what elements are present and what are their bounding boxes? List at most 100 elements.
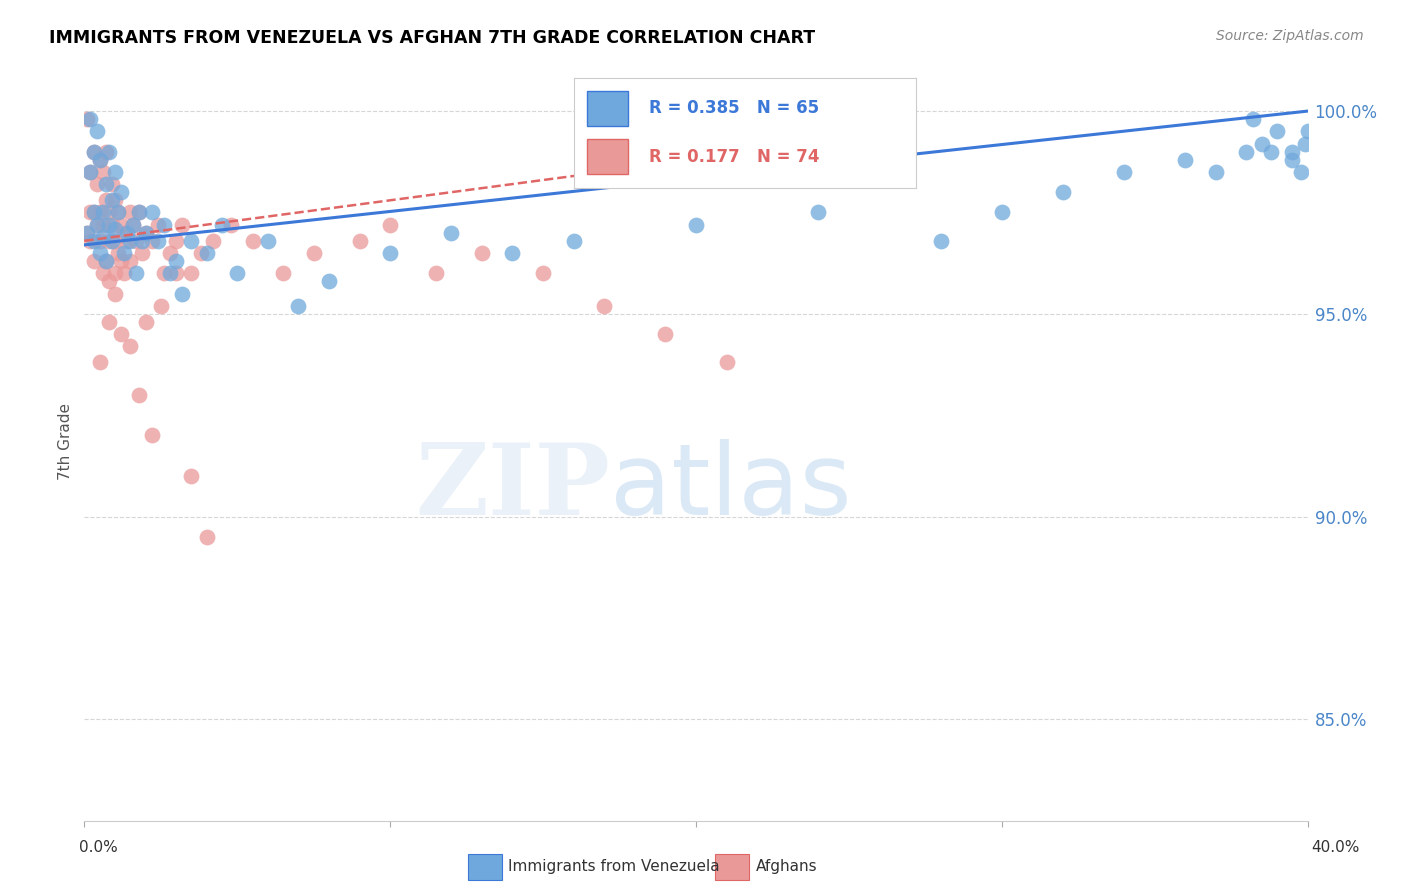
Point [94, 145, 117, 159]
Point [115, 234, 138, 248]
Point [94, 177, 117, 191]
Point [1260, 145, 1282, 159]
Point [141, 234, 163, 248]
Point [128, 205, 150, 219]
Point [83, 145, 105, 159]
Point [180, 234, 202, 248]
Point [318, 274, 340, 288]
Point [101, 234, 124, 248]
Point [141, 205, 163, 219]
Text: IMMIGRANTS FROM VENEZUELA VS AFGHAN 7TH GRADE CORRELATION CHART: IMMIGRANTS FROM VENEZUELA VS AFGHAN 7TH … [49, 29, 815, 46]
Point [991, 205, 1014, 219]
Point [101, 194, 124, 208]
Point [219, 218, 242, 232]
Point [107, 246, 129, 260]
Point [131, 234, 153, 248]
Point [83, 205, 105, 219]
Point [122, 218, 145, 232]
Point [104, 286, 127, 301]
Text: Source: ZipAtlas.com: Source: ZipAtlas.com [1216, 29, 1364, 43]
Point [716, 355, 738, 369]
Point [104, 165, 127, 179]
Point [89, 234, 111, 248]
Point [380, 246, 402, 260]
Point [195, 246, 218, 260]
Point [76, 226, 98, 240]
Point [125, 266, 148, 280]
Point [112, 266, 135, 280]
Point [83, 205, 105, 219]
Point [110, 327, 132, 342]
Point [135, 226, 157, 240]
Point [91, 218, 114, 232]
Point [153, 218, 176, 232]
Point [104, 221, 127, 235]
Point [122, 218, 145, 232]
Point [86, 218, 108, 232]
Point [94, 254, 117, 268]
Point [172, 218, 194, 232]
Point [165, 254, 187, 268]
Point [242, 234, 264, 248]
Text: ZIP: ZIP [415, 439, 610, 535]
Point [97, 218, 120, 232]
Point [180, 469, 202, 483]
Point [195, 530, 218, 544]
Point [685, 218, 707, 232]
Point [1114, 165, 1136, 179]
Point [97, 274, 120, 288]
Point [76, 226, 98, 240]
Point [1291, 165, 1313, 179]
Point [201, 234, 224, 248]
Point [89, 246, 111, 260]
Point [89, 205, 111, 219]
Point [125, 234, 148, 248]
Point [135, 226, 157, 240]
Point [349, 234, 371, 248]
Point [1294, 136, 1316, 151]
Point [190, 246, 212, 260]
Point [110, 218, 132, 232]
Point [97, 145, 120, 159]
Point [97, 234, 120, 248]
Point [91, 165, 114, 179]
Point [302, 246, 325, 260]
Point [159, 266, 181, 280]
Point [104, 194, 127, 208]
Text: 0.0%: 0.0% [79, 840, 118, 855]
Point [165, 266, 187, 280]
Point [1265, 124, 1288, 138]
Point [149, 299, 172, 313]
Point [79, 234, 101, 248]
Point [1281, 153, 1303, 167]
Point [502, 246, 524, 260]
Point [172, 286, 194, 301]
FancyBboxPatch shape [716, 855, 749, 880]
Point [562, 234, 585, 248]
Point [86, 218, 108, 232]
Point [440, 226, 463, 240]
Point [1250, 136, 1272, 151]
Point [115, 226, 138, 240]
Point [76, 112, 98, 127]
Point [79, 205, 101, 219]
Text: atlas: atlas [610, 439, 852, 535]
Point [107, 205, 129, 219]
Point [120, 205, 142, 219]
Point [128, 388, 150, 402]
Point [807, 205, 830, 219]
Point [287, 299, 309, 313]
Point [1236, 145, 1258, 159]
Point [1052, 185, 1074, 199]
Point [86, 124, 108, 138]
Point [226, 266, 249, 280]
Point [1281, 145, 1303, 159]
Point [929, 234, 952, 248]
Point [1174, 153, 1197, 167]
Point [153, 266, 176, 280]
Point [146, 234, 169, 248]
Point [86, 177, 108, 191]
Point [211, 218, 233, 232]
Point [107, 205, 129, 219]
Point [97, 315, 120, 329]
